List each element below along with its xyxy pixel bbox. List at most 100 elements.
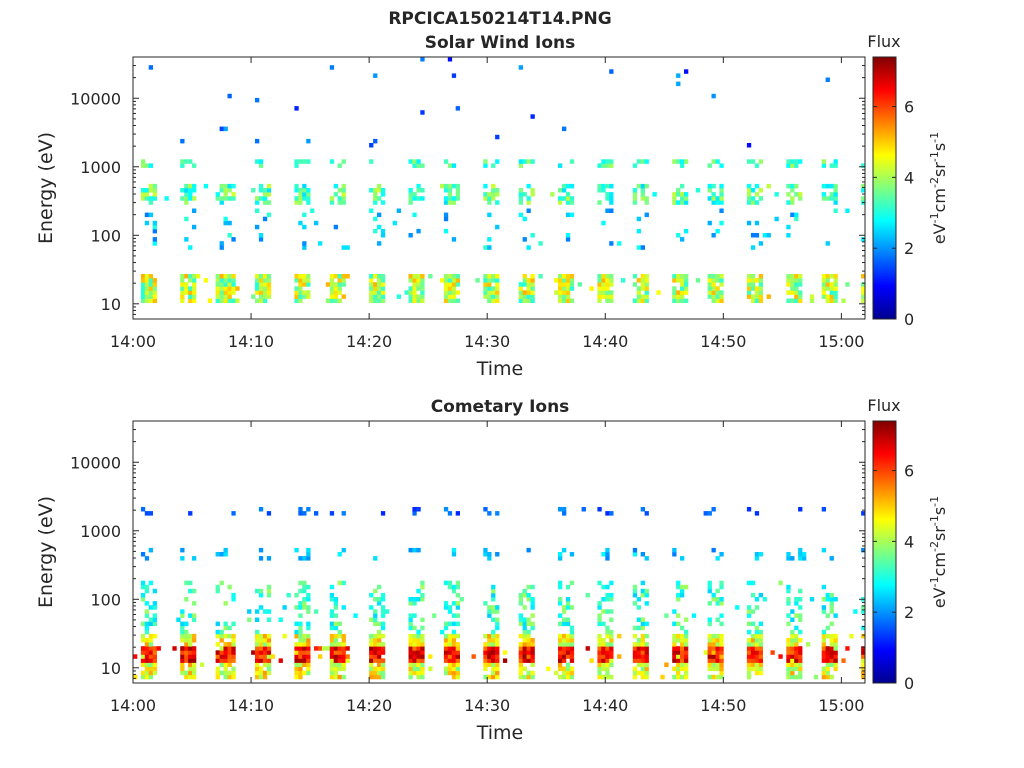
spectrogram-cell — [715, 290, 720, 295]
spectrogram-cell — [443, 196, 449, 201]
spectrogram-cell — [152, 605, 157, 610]
spectrogram-cell — [148, 65, 153, 70]
spectrogram-cell — [377, 241, 382, 246]
spectrogram-cell — [821, 670, 826, 676]
spectrogram-cell — [227, 93, 232, 99]
spectrogram-cell — [609, 69, 614, 74]
spectrogram-cell — [491, 666, 496, 672]
spectrogram-cell — [180, 556, 185, 561]
spectrogram-cell — [231, 621, 236, 627]
spectrogram-cell — [373, 617, 378, 622]
spectrogram-cell — [223, 646, 228, 651]
spectrogram-cell — [420, 196, 425, 201]
spectrogram-cell — [369, 274, 374, 279]
spectrogram-cell — [491, 597, 496, 602]
spectrogram-cell — [565, 200, 571, 205]
spectrogram-cell — [219, 183, 224, 189]
spectrogram-cell — [491, 196, 496, 201]
spectrogram-cell — [192, 601, 197, 606]
spectrogram-cell — [526, 633, 531, 639]
x-tick-label: 15:00 — [818, 332, 864, 351]
spectrogram-cell — [790, 159, 795, 164]
spectrogram-cell — [562, 617, 567, 622]
spectrogram-cell — [825, 241, 830, 246]
spectrogram-cell — [266, 192, 272, 197]
spectrogram-cell — [849, 633, 854, 639]
spectrogram-cell — [707, 286, 712, 291]
spectrogram-cell — [443, 212, 449, 218]
spectrogram-cell — [632, 163, 638, 168]
spectrogram-cell — [337, 621, 342, 627]
spectrogram-cell — [341, 650, 346, 655]
spectrogram-cell — [715, 278, 720, 283]
spectrogram-cell — [829, 196, 834, 201]
spectrogram-cell — [298, 670, 303, 676]
spectrogram-cell — [377, 286, 382, 291]
spectrogram-cell — [262, 658, 268, 663]
spectrogram-cell — [530, 646, 535, 651]
spectrogram-cell — [487, 642, 492, 647]
spectrogram-cell — [794, 597, 799, 602]
spectrogram-cell — [487, 556, 492, 561]
spectrogram-cell — [483, 601, 488, 606]
spectrogram-cell — [408, 617, 413, 622]
colorbar-unit: eV-1cm-2sr-1s-1 — [928, 496, 949, 608]
spectrogram-cell — [491, 650, 496, 655]
spectrogram-cell — [298, 654, 303, 659]
spectrogram-cell — [530, 290, 535, 295]
spectrogram-cell — [219, 282, 224, 287]
spectrogram-cell — [337, 290, 342, 295]
spectrogram-cell — [144, 650, 150, 655]
spectrogram-cell — [719, 163, 724, 168]
spectrogram-cell — [227, 274, 232, 279]
spectrogram-cell — [609, 282, 614, 287]
spectrogram-cell — [569, 286, 575, 291]
spectrogram-cell — [636, 642, 641, 647]
spectrogram-cell — [754, 597, 760, 602]
spectrogram-cell — [790, 646, 795, 651]
spectrogram-cell — [491, 592, 496, 598]
spectrogram-cell — [605, 282, 610, 287]
spectrogram-cell — [412, 658, 417, 663]
spectrogram-cell — [609, 650, 614, 655]
spectrogram-cell — [719, 613, 724, 618]
spectrogram-cell — [562, 547, 567, 553]
spectrogram-cell — [719, 552, 724, 557]
spectrogram-cell — [443, 200, 449, 205]
spectrogram-cell — [707, 642, 712, 647]
spectrogram-cell — [333, 674, 338, 680]
spectrogram-cell — [184, 188, 189, 193]
spectrogram-cell — [451, 642, 457, 647]
spectrogram-cell — [601, 597, 606, 602]
colorbar-tick-label: 2 — [904, 603, 914, 622]
spectrogram-cell — [223, 192, 228, 197]
spectrogram-cell — [258, 298, 264, 303]
spectrogram-cell — [341, 646, 346, 651]
spectrogram-cell — [408, 670, 413, 676]
spectrogram-cell — [188, 650, 193, 655]
spectrogram-cell — [695, 278, 701, 283]
colorbar-title: Flux — [867, 32, 900, 51]
spectrogram-cell — [829, 642, 834, 647]
spectrogram-cell — [798, 192, 803, 197]
spectrogram-cell — [341, 200, 346, 205]
spectrogram-cell — [695, 188, 701, 193]
spectrogram-cell — [632, 674, 638, 680]
spectrogram-cell — [302, 159, 307, 164]
spectrogram-cell — [640, 196, 645, 201]
spectrogram-cell — [184, 674, 189, 680]
spectrogram-cell — [526, 290, 531, 295]
spectrogram-cell — [676, 613, 681, 618]
spectrogram-cell — [380, 200, 386, 205]
spectrogram-cell — [758, 552, 763, 557]
spectrogram-cell — [487, 654, 492, 659]
spectrogram-cell — [451, 654, 457, 659]
spectrogram-cell — [443, 666, 449, 672]
spectrogram-cell — [786, 666, 791, 672]
spectrogram-cell — [380, 646, 386, 651]
spectrogram-cell — [569, 212, 575, 218]
spectrogram-cell — [750, 298, 756, 303]
spectrogram-cell — [790, 629, 795, 635]
spectrogram-cell — [829, 621, 834, 627]
spectrogram-cell — [605, 629, 610, 635]
